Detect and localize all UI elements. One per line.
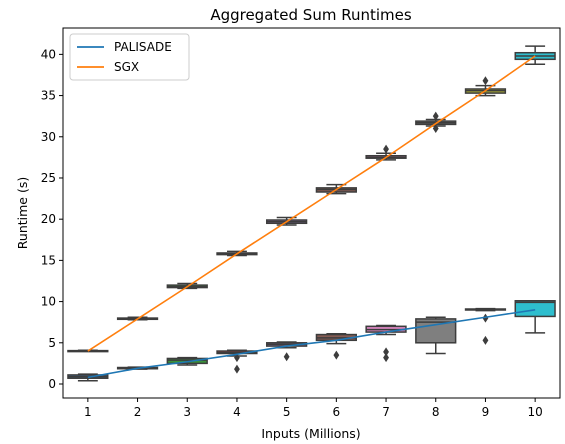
y-tick-label: 30 — [41, 130, 56, 144]
flier-point — [283, 352, 290, 362]
plot-area — [67, 45, 556, 382]
legend-frame — [69, 33, 190, 81]
legend-label-palisade: PALISADE — [114, 40, 172, 54]
x-axis: 1 2 3 4 5 6 7 8 9 10 — [84, 398, 543, 419]
box-iqr — [415, 318, 457, 344]
flier-point — [383, 144, 389, 154]
x-tick-label: 6 — [333, 405, 341, 419]
x-axis-label: Inputs (Millions) — [261, 426, 360, 441]
box-iqr — [166, 357, 208, 365]
flier-point — [482, 313, 489, 323]
palisade-line — [87, 309, 536, 379]
y-tick-label: 25 — [41, 171, 56, 185]
flier-point — [432, 124, 439, 134]
x-tick-label: 2 — [134, 405, 142, 419]
x-tick-label: 9 — [482, 405, 490, 419]
y-tick-label: 15 — [41, 253, 56, 267]
palisade-box-7 — [365, 324, 407, 363]
sgx-line — [87, 55, 536, 352]
x-tick-label: 10 — [528, 405, 543, 419]
palisade-box-10 — [514, 300, 556, 334]
flier-point — [383, 347, 389, 357]
y-axis: 0 5 10 15 20 25 30 35 40 — [41, 47, 63, 391]
y-tick-label: 0 — [48, 377, 56, 391]
x-tick-label: 5 — [283, 405, 291, 419]
flier-point — [234, 364, 240, 374]
x-tick-label: 3 — [183, 405, 191, 419]
flier-point — [482, 335, 489, 345]
legend-label-sgx: SGX — [114, 60, 139, 74]
y-tick-label: 40 — [41, 47, 56, 61]
legend: PALISADE SGX — [69, 33, 190, 81]
sgx-box-10 — [514, 45, 556, 66]
palisade-box-3 — [166, 356, 208, 366]
y-tick-label: 5 — [48, 336, 56, 350]
box-iqr — [514, 300, 556, 318]
plot-frame — [62, 27, 561, 399]
sgx-box-9 — [464, 76, 507, 97]
x-tick-label: 4 — [233, 405, 241, 419]
flier-point — [333, 350, 340, 360]
chart-title: Aggregated Sum Runtimes — [210, 6, 412, 24]
palisade-box-9 — [464, 307, 507, 345]
x-tick-label: 1 — [84, 405, 92, 419]
flier-point — [234, 353, 240, 363]
flier-point — [383, 353, 389, 363]
x-tick-label: 7 — [382, 405, 390, 419]
flier-point — [482, 76, 489, 86]
y-axis-label: Runtime (s) — [15, 177, 30, 249]
y-tick-label: 35 — [41, 89, 56, 103]
x-tick-label: 8 — [432, 405, 440, 419]
y-tick-label: 20 — [41, 212, 56, 226]
flier-point — [432, 111, 439, 121]
palisade-box-1 — [67, 373, 109, 382]
y-tick-label: 10 — [41, 295, 56, 309]
